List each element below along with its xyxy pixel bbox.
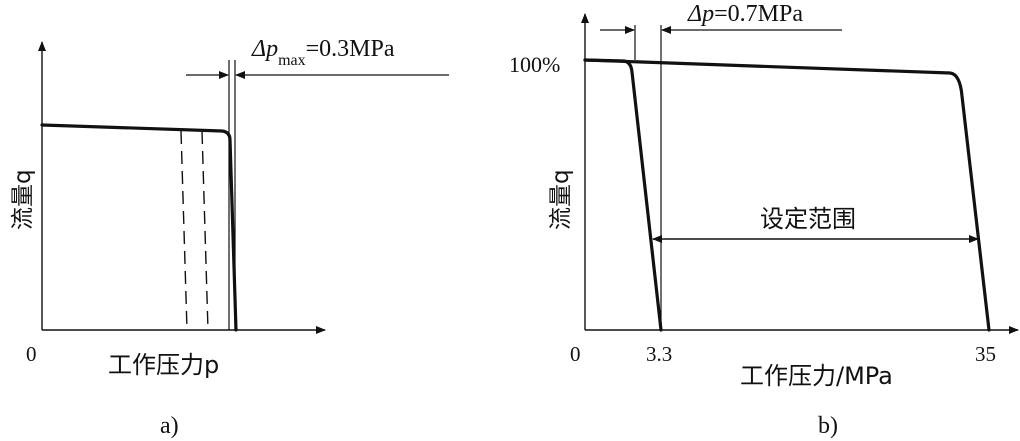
panel-b-curve-low bbox=[583, 58, 663, 332]
panel-a-origin-label: 0 bbox=[26, 342, 37, 366]
panel-b-x-axis-label: 工作压力/MPa bbox=[740, 362, 893, 390]
panel-a-y-axis-label: 流量q bbox=[10, 169, 36, 230]
panel-b-tick-high: 35 bbox=[975, 342, 996, 366]
panel-a-caption: a) bbox=[160, 413, 179, 439]
panel-b-tick-low: 3.3 bbox=[646, 342, 672, 366]
panel-a: Δpmax=0.3MPa 0 工作压力p 流量q a) bbox=[10, 36, 449, 439]
panel-b: Δp=0.7MPa 设定范围 100% 0 3.3 35 工作压力/MPa 流量… bbox=[509, 1, 1019, 439]
panel-a-dashed-curve-1 bbox=[180, 130, 188, 331]
panel-a-x-axis-label: 工作压力p bbox=[108, 351, 219, 379]
panel-b-delta-label: Δp=0.7MPa bbox=[687, 1, 803, 27]
panel-b-percent-label: 100% bbox=[509, 52, 560, 77]
panel-b-y-axis-label: 流量q bbox=[548, 169, 574, 230]
panel-b-caption: b) bbox=[818, 413, 838, 439]
panel-b-origin-label: 0 bbox=[570, 342, 581, 366]
panel-a-flow-curve bbox=[40, 123, 238, 332]
panel-a-delta-label: Δpmax=0.3MPa bbox=[251, 36, 395, 69]
panel-a-dashed-curve-2 bbox=[201, 130, 209, 331]
panel-b-curve-high bbox=[583, 58, 991, 332]
panel-b-range-label: 设定范围 bbox=[760, 205, 856, 233]
